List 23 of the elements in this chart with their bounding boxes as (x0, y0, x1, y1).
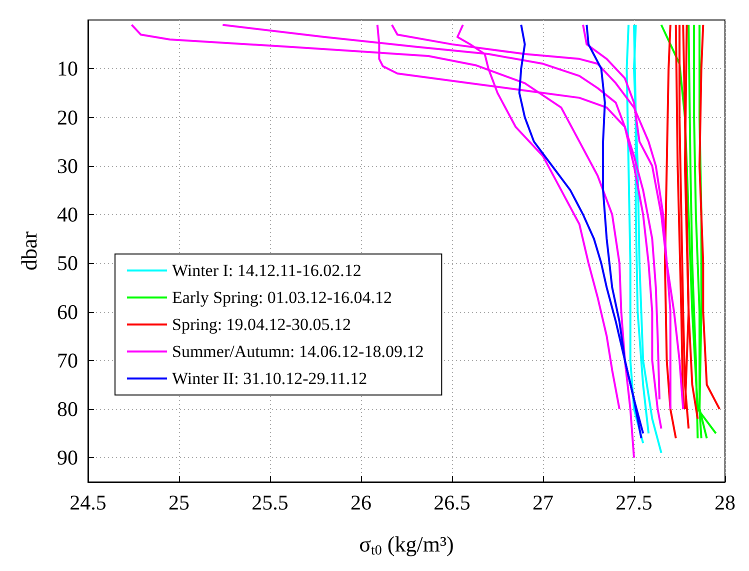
x-tick-label: 27 (532, 490, 554, 514)
y-tick-label: 60 (57, 300, 78, 324)
legend-label: Winter II: 31.10.12-29.11.12 (172, 369, 368, 388)
x-tick-label: 25 (168, 490, 190, 514)
x-tick-label: 26.5 (434, 490, 470, 514)
y-tick-label: 30 (57, 154, 78, 178)
y-tick-label: 70 (57, 348, 78, 372)
y-tick-label: 90 (57, 446, 78, 470)
legend-label: Summer/Autumn: 14.06.12-18.09.12 (172, 342, 424, 361)
y-axis-title: dbar (16, 230, 42, 271)
y-tick-label: 20 (57, 105, 78, 130)
legend-label: Early Spring: 01.03.12-16.04.12 (172, 288, 392, 307)
y-tick-label: 50 (57, 251, 78, 276)
y-tick-label: 10 (57, 56, 78, 81)
y-tick-label: 80 (57, 397, 78, 422)
y-tick-label: 40 (57, 202, 78, 227)
x-tick-label: 27.5 (616, 490, 652, 514)
x-tick-label: 24.5 (70, 490, 106, 514)
legend-label: Winter I: 14.12.11-16.02.12 (172, 261, 362, 280)
x-tick-label: 26 (350, 490, 372, 514)
x-tick-label: 28 (714, 490, 736, 514)
legend-label: Spring: 19.04.12-30.05.12 (172, 315, 351, 334)
x-tick-label: 25.5 (252, 490, 288, 514)
